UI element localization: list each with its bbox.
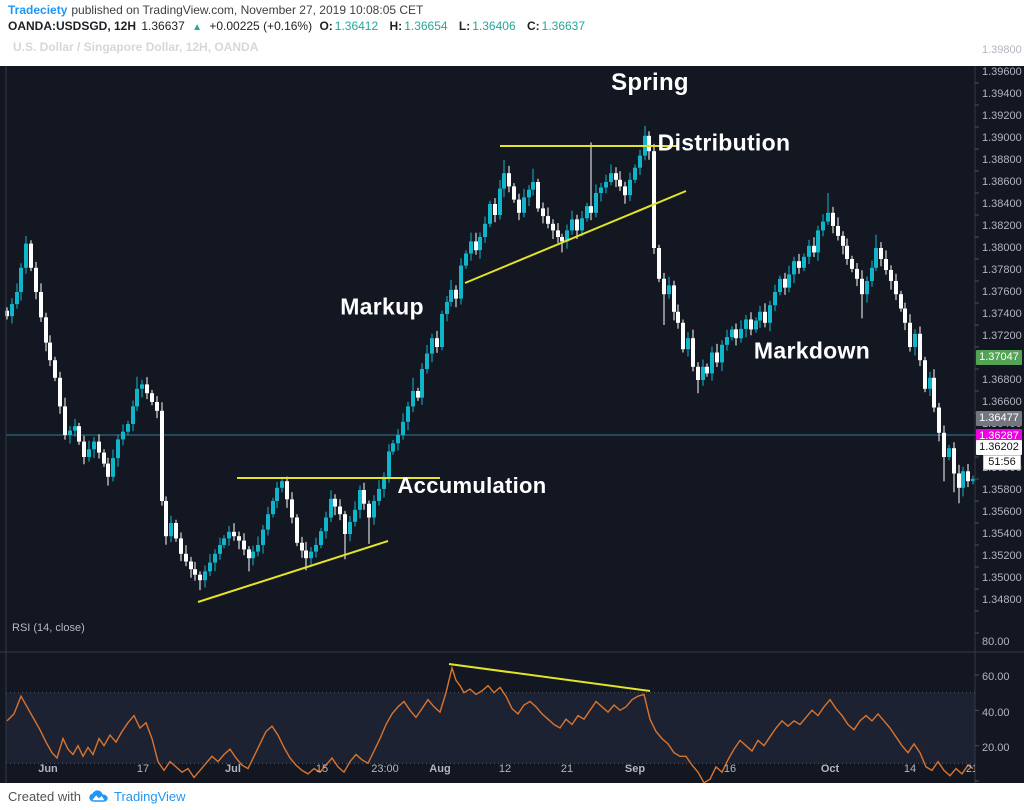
symbol-text: OANDA:USDSGD, 12H — [8, 19, 137, 33]
trendline-distribution-support[interactable] — [464, 190, 687, 284]
low-label: L: — [458, 19, 471, 33]
created-with-text: Created with — [8, 789, 81, 804]
rsi-band — [6, 692, 975, 764]
footer: Created with TradingView — [0, 783, 1024, 810]
tradingview-link[interactable]: TradingView — [113, 789, 186, 804]
low-value: 1.36406 — [472, 19, 516, 33]
open-value: 1.36412 — [334, 19, 379, 33]
close-value: 1.36637 — [541, 19, 586, 33]
published-line: Tradeciety published on TradingView.com, … — [0, 0, 1024, 17]
rsi-line — [6, 665, 974, 784]
trendline-accumulation-support[interactable] — [197, 540, 389, 603]
tradingview-logo-icon — [89, 790, 108, 802]
chart-canvas[interactable] — [0, 33, 1024, 810]
high-label: H: — [389, 19, 403, 33]
symbol-line: OANDA:USDSGD, 12H 1.36637 ▲ +0.00225 (+0… — [0, 17, 1024, 33]
high-value: 1.36654 — [404, 19, 448, 33]
open-label: O: — [319, 19, 333, 33]
last-price: 1.36637 — [141, 19, 185, 33]
candles — [5, 125, 975, 591]
author-link[interactable]: Tradeciety — [8, 3, 68, 17]
close-label: C: — [526, 19, 540, 33]
up-arrow-icon: ▲ — [192, 22, 202, 33]
price-change: +0.00225 (+0.16%) — [209, 19, 313, 33]
published-text: published on TradingView.com, November 2… — [71, 3, 424, 17]
chart-area[interactable] — [0, 33, 1024, 810]
trendline-rsi-divergence[interactable] — [448, 663, 651, 692]
snapshot-header: Tradeciety published on TradingView.com, … — [0, 0, 1024, 33]
